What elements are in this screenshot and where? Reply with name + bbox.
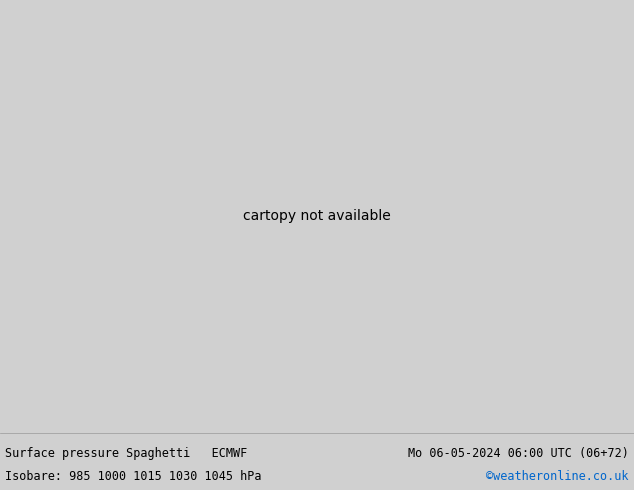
Text: Surface pressure Spaghetti   ECMWF: Surface pressure Spaghetti ECMWF bbox=[5, 447, 247, 460]
Text: ©weatheronline.co.uk: ©weatheronline.co.uk bbox=[486, 470, 629, 483]
Text: Isobare: 985 1000 1015 1030 1045 hPa: Isobare: 985 1000 1015 1030 1045 hPa bbox=[5, 470, 262, 483]
Text: cartopy not available: cartopy not available bbox=[243, 209, 391, 223]
Text: Mo 06-05-2024 06:00 UTC (06+72): Mo 06-05-2024 06:00 UTC (06+72) bbox=[408, 447, 629, 460]
